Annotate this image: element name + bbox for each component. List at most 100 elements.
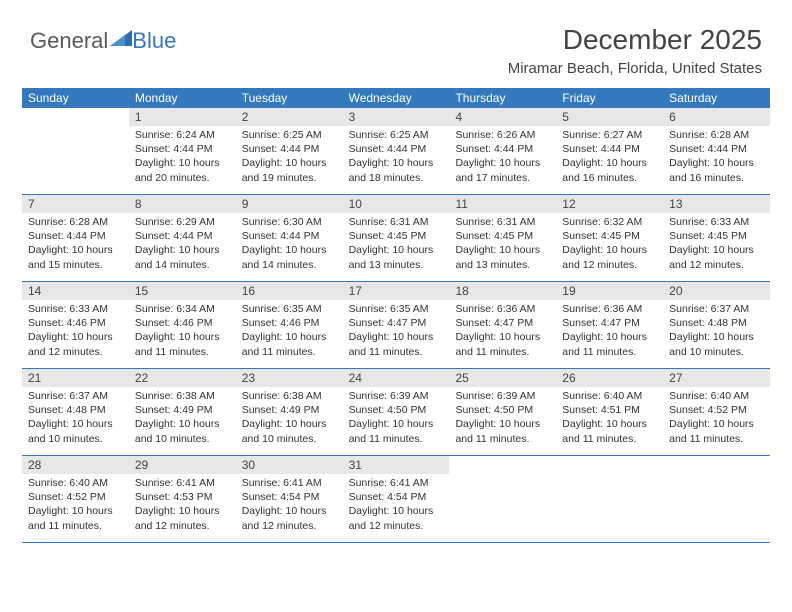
daylight-text: Daylight: 10 hours and 18 minutes.: [349, 156, 444, 184]
sunrise-text: Sunrise: 6:41 AM: [242, 476, 337, 490]
day-details: Sunrise: 6:37 AMSunset: 4:48 PMDaylight:…: [22, 387, 129, 450]
calendar-day: 24Sunrise: 6:39 AMSunset: 4:50 PMDayligh…: [343, 369, 450, 455]
daylight-text: Daylight: 10 hours and 12 minutes.: [135, 504, 230, 532]
sunrise-text: Sunrise: 6:25 AM: [242, 128, 337, 142]
calendar-week: 7Sunrise: 6:28 AMSunset: 4:44 PMDaylight…: [22, 195, 770, 282]
day-details: Sunrise: 6:27 AMSunset: 4:44 PMDaylight:…: [556, 126, 663, 189]
daylight-text: Daylight: 10 hours and 14 minutes.: [242, 243, 337, 271]
calendar-day: 8Sunrise: 6:29 AMSunset: 4:44 PMDaylight…: [129, 195, 236, 281]
day-number: 18: [449, 282, 556, 300]
page-title: December 2025: [563, 24, 762, 56]
day-number: 20: [663, 282, 770, 300]
day-number: 8: [129, 195, 236, 213]
calendar-week: 1Sunrise: 6:24 AMSunset: 4:44 PMDaylight…: [22, 108, 770, 195]
day-number: 6: [663, 108, 770, 126]
daylight-text: Daylight: 10 hours and 11 minutes.: [135, 330, 230, 358]
day-details: Sunrise: 6:38 AMSunset: 4:49 PMDaylight:…: [236, 387, 343, 450]
calendar-day: 12Sunrise: 6:32 AMSunset: 4:45 PMDayligh…: [556, 195, 663, 281]
calendar-day: 18Sunrise: 6:36 AMSunset: 4:47 PMDayligh…: [449, 282, 556, 368]
daylight-text: Daylight: 10 hours and 11 minutes.: [562, 417, 657, 445]
daylight-text: Daylight: 10 hours and 11 minutes.: [669, 417, 764, 445]
daylight-text: Daylight: 10 hours and 17 minutes.: [455, 156, 550, 184]
day-details: Sunrise: 6:24 AMSunset: 4:44 PMDaylight:…: [129, 126, 236, 189]
calendar-day: 16Sunrise: 6:35 AMSunset: 4:46 PMDayligh…: [236, 282, 343, 368]
day-number: 1: [129, 108, 236, 126]
sunset-text: Sunset: 4:47 PM: [562, 316, 657, 330]
calendar-week: 21Sunrise: 6:37 AMSunset: 4:48 PMDayligh…: [22, 369, 770, 456]
day-details: Sunrise: 6:34 AMSunset: 4:46 PMDaylight:…: [129, 300, 236, 363]
day-number: 10: [343, 195, 450, 213]
calendar-day: 1Sunrise: 6:24 AMSunset: 4:44 PMDaylight…: [129, 108, 236, 194]
calendar-day: 2Sunrise: 6:25 AMSunset: 4:44 PMDaylight…: [236, 108, 343, 194]
calendar-day: 3Sunrise: 6:25 AMSunset: 4:44 PMDaylight…: [343, 108, 450, 194]
day-number: [663, 456, 770, 460]
sunset-text: Sunset: 4:46 PM: [28, 316, 123, 330]
day-header: Saturday: [663, 88, 770, 108]
day-details: Sunrise: 6:37 AMSunset: 4:48 PMDaylight:…: [663, 300, 770, 363]
daylight-text: Daylight: 10 hours and 11 minutes.: [455, 417, 550, 445]
day-number: 5: [556, 108, 663, 126]
sunset-text: Sunset: 4:47 PM: [455, 316, 550, 330]
sunrise-text: Sunrise: 6:32 AM: [562, 215, 657, 229]
sunset-text: Sunset: 4:47 PM: [349, 316, 444, 330]
day-details: Sunrise: 6:35 AMSunset: 4:46 PMDaylight:…: [236, 300, 343, 363]
sunset-text: Sunset: 4:54 PM: [349, 490, 444, 504]
sunrise-text: Sunrise: 6:31 AM: [455, 215, 550, 229]
sunrise-text: Sunrise: 6:38 AM: [135, 389, 230, 403]
daylight-text: Daylight: 10 hours and 16 minutes.: [669, 156, 764, 184]
day-number: [449, 456, 556, 460]
sunset-text: Sunset: 4:44 PM: [669, 142, 764, 156]
day-details: Sunrise: 6:36 AMSunset: 4:47 PMDaylight:…: [449, 300, 556, 363]
day-number: 9: [236, 195, 343, 213]
day-number: 4: [449, 108, 556, 126]
daylight-text: Daylight: 10 hours and 10 minutes.: [242, 417, 337, 445]
day-details: Sunrise: 6:31 AMSunset: 4:45 PMDaylight:…: [343, 213, 450, 276]
day-number: 26: [556, 369, 663, 387]
calendar-day: 13Sunrise: 6:33 AMSunset: 4:45 PMDayligh…: [663, 195, 770, 281]
day-number: 14: [22, 282, 129, 300]
calendar-day: 20Sunrise: 6:37 AMSunset: 4:48 PMDayligh…: [663, 282, 770, 368]
daylight-text: Daylight: 10 hours and 15 minutes.: [28, 243, 123, 271]
sunset-text: Sunset: 4:44 PM: [28, 229, 123, 243]
calendar-day: 17Sunrise: 6:35 AMSunset: 4:47 PMDayligh…: [343, 282, 450, 368]
day-header: Wednesday: [343, 88, 450, 108]
daylight-text: Daylight: 10 hours and 10 minutes.: [669, 330, 764, 358]
day-number: [22, 108, 129, 112]
sunrise-text: Sunrise: 6:40 AM: [562, 389, 657, 403]
calendar-day: 14Sunrise: 6:33 AMSunset: 4:46 PMDayligh…: [22, 282, 129, 368]
sunrise-text: Sunrise: 6:39 AM: [349, 389, 444, 403]
calendar-day: 22Sunrise: 6:38 AMSunset: 4:49 PMDayligh…: [129, 369, 236, 455]
sunrise-text: Sunrise: 6:40 AM: [28, 476, 123, 490]
daylight-text: Daylight: 10 hours and 12 minutes.: [669, 243, 764, 271]
day-details: Sunrise: 6:28 AMSunset: 4:44 PMDaylight:…: [663, 126, 770, 189]
day-number: 15: [129, 282, 236, 300]
sunrise-text: Sunrise: 6:24 AM: [135, 128, 230, 142]
logo-text-blue: Blue: [132, 28, 176, 54]
day-number: 29: [129, 456, 236, 474]
sunset-text: Sunset: 4:44 PM: [135, 229, 230, 243]
day-details: Sunrise: 6:36 AMSunset: 4:47 PMDaylight:…: [556, 300, 663, 363]
sunset-text: Sunset: 4:45 PM: [455, 229, 550, 243]
calendar-day: 25Sunrise: 6:39 AMSunset: 4:50 PMDayligh…: [449, 369, 556, 455]
day-number: 7: [22, 195, 129, 213]
day-details: Sunrise: 6:29 AMSunset: 4:44 PMDaylight:…: [129, 213, 236, 276]
day-details: Sunrise: 6:38 AMSunset: 4:49 PMDaylight:…: [129, 387, 236, 450]
day-details: Sunrise: 6:30 AMSunset: 4:44 PMDaylight:…: [236, 213, 343, 276]
day-number: 2: [236, 108, 343, 126]
calendar-day: 30Sunrise: 6:41 AMSunset: 4:54 PMDayligh…: [236, 456, 343, 542]
daylight-text: Daylight: 10 hours and 19 minutes.: [242, 156, 337, 184]
calendar-day: 11Sunrise: 6:31 AMSunset: 4:45 PMDayligh…: [449, 195, 556, 281]
day-details: Sunrise: 6:40 AMSunset: 4:52 PMDaylight:…: [663, 387, 770, 450]
daylight-text: Daylight: 10 hours and 10 minutes.: [28, 417, 123, 445]
logo-text-general: General: [30, 28, 108, 54]
sunrise-text: Sunrise: 6:36 AM: [455, 302, 550, 316]
sunrise-text: Sunrise: 6:34 AM: [135, 302, 230, 316]
calendar-day: [22, 108, 129, 194]
daylight-text: Daylight: 10 hours and 14 minutes.: [135, 243, 230, 271]
sunrise-text: Sunrise: 6:37 AM: [28, 389, 123, 403]
sunset-text: Sunset: 4:45 PM: [349, 229, 444, 243]
day-details: Sunrise: 6:41 AMSunset: 4:54 PMDaylight:…: [236, 474, 343, 537]
day-details: Sunrise: 6:25 AMSunset: 4:44 PMDaylight:…: [343, 126, 450, 189]
sunrise-text: Sunrise: 6:41 AM: [349, 476, 444, 490]
calendar-day: [556, 456, 663, 542]
